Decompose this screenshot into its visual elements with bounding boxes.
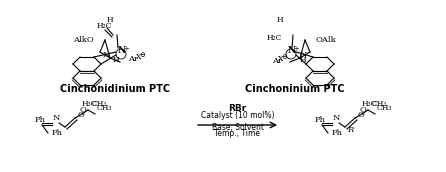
- Text: ⊖: ⊖: [139, 51, 145, 59]
- Text: Ph: Ph: [332, 129, 343, 137]
- Text: Base, Solvent: Base, Solvent: [211, 123, 264, 132]
- Text: CH₃: CH₃: [377, 104, 392, 112]
- Text: CH₃: CH₃: [97, 104, 112, 112]
- Text: N: N: [333, 114, 340, 122]
- Text: Catalyst (10 mol%): Catalyst (10 mol%): [201, 111, 274, 120]
- Text: O: O: [80, 106, 87, 114]
- Text: OAlk: OAlk: [315, 36, 336, 44]
- Text: Ph: Ph: [315, 116, 326, 124]
- Text: X: X: [278, 55, 283, 63]
- Text: Ar: Ar: [272, 57, 282, 65]
- Text: +: +: [123, 45, 129, 53]
- Text: H₂C: H₂C: [97, 22, 112, 30]
- Text: Cinchonidinium PTC: Cinchonidinium PTC: [60, 84, 170, 94]
- Text: O: O: [358, 111, 365, 119]
- Text: R: R: [347, 126, 353, 134]
- Text: O: O: [360, 106, 367, 114]
- Text: Ph: Ph: [52, 129, 63, 137]
- Text: CH₃: CH₃: [372, 100, 388, 108]
- Text: CH₃: CH₃: [92, 100, 107, 108]
- Text: H: H: [107, 16, 114, 24]
- Text: Ar: Ar: [128, 55, 138, 63]
- Text: X: X: [136, 53, 141, 61]
- Text: ⊖: ⊖: [281, 53, 287, 61]
- Text: Temp., Time: Temp., Time: [215, 129, 260, 138]
- Text: N: N: [288, 46, 296, 55]
- Text: N: N: [103, 51, 110, 59]
- Text: H: H: [277, 16, 284, 24]
- Text: Ph: Ph: [35, 116, 46, 124]
- Text: H₂C: H₂C: [267, 34, 282, 42]
- Text: +: +: [293, 45, 299, 53]
- Text: Cinchoninium PTC: Cinchoninium PTC: [245, 84, 345, 94]
- Text: H₃C: H₃C: [362, 100, 377, 108]
- Text: N: N: [118, 46, 126, 55]
- Text: N: N: [300, 51, 307, 59]
- Text: O: O: [78, 111, 85, 119]
- Text: H: H: [113, 56, 120, 64]
- Text: N: N: [53, 114, 60, 122]
- Text: RBr: RBr: [228, 104, 247, 113]
- Text: AlkO: AlkO: [73, 36, 94, 44]
- Text: H₃C: H₃C: [82, 100, 97, 108]
- Text: H: H: [300, 56, 307, 64]
